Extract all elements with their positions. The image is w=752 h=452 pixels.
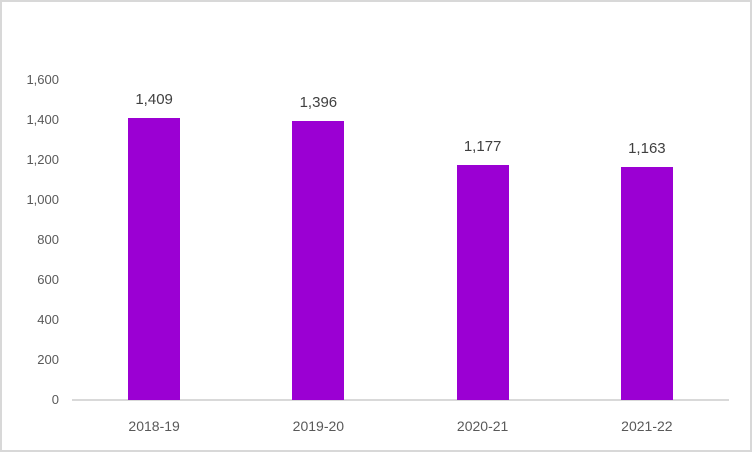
bar-value-label: 1,396 bbox=[299, 93, 338, 111]
bar-value-label: 1,163 bbox=[628, 140, 666, 158]
y-tick-label: 1,400 bbox=[26, 112, 59, 127]
x-category-label: 2018-19 bbox=[128, 418, 180, 434]
y-tick-label: 600 bbox=[37, 272, 59, 287]
y-tick-label: 1,600 bbox=[26, 72, 59, 87]
y-tick-label: 800 bbox=[37, 232, 59, 247]
bar bbox=[128, 118, 181, 400]
x-category-label: 2020-21 bbox=[456, 418, 509, 434]
bar bbox=[620, 167, 673, 400]
y-tick-label: 400 bbox=[37, 312, 59, 327]
y-axis-tick-labels: 0 200 400 600 800 1,000 1,200 1,400 1,600 bbox=[2, 2, 59, 450]
bar bbox=[292, 120, 345, 400]
y-tick-label: 200 bbox=[37, 352, 59, 367]
bar-value-label: 1,409 bbox=[135, 91, 173, 109]
x-axis-line bbox=[72, 399, 729, 401]
y-tick-label: 1,000 bbox=[26, 192, 59, 207]
y-tick-label: 1,200 bbox=[26, 152, 59, 167]
x-category-label: 2021-22 bbox=[621, 418, 673, 434]
bar bbox=[456, 164, 509, 400]
x-category-label: 2019-20 bbox=[292, 418, 345, 434]
y-tick-label: 0 bbox=[51, 392, 59, 407]
bar-value-label: 1,177 bbox=[463, 137, 502, 155]
